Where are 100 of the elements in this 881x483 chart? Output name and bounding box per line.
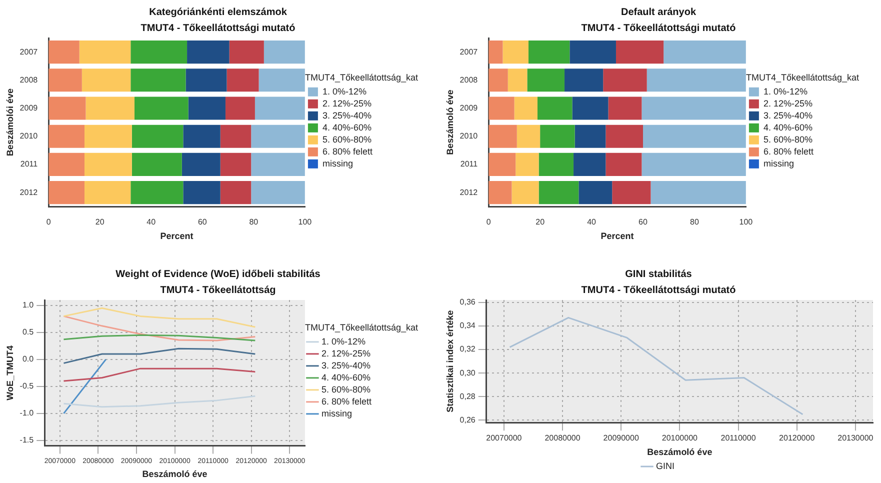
y-tick-label: -0.5 xyxy=(20,382,34,391)
legend-label: 3. 25%-40% xyxy=(763,110,812,120)
legend-label: missing xyxy=(763,158,794,168)
y-axis-title: WoE_TMUT4 xyxy=(4,345,15,400)
y-tick-label: 0,32 xyxy=(460,344,476,354)
bar xyxy=(564,68,604,92)
legend-label: missing xyxy=(321,408,352,418)
y-tick-label: 0.0 xyxy=(22,354,34,364)
bar xyxy=(130,68,186,92)
y-tick-label: -1.5 xyxy=(20,436,34,445)
bar xyxy=(251,124,305,148)
y-tick-label: 0,34 xyxy=(460,321,476,330)
legend-label: 1. 0%-12% xyxy=(763,86,808,96)
bar xyxy=(612,181,651,204)
bar xyxy=(48,124,84,148)
bar xyxy=(251,181,305,204)
bar xyxy=(512,181,539,204)
bar xyxy=(132,152,182,176)
bar xyxy=(488,96,514,120)
bar xyxy=(84,152,132,176)
legend-label: 2. 12%-25% xyxy=(763,98,812,108)
bar xyxy=(79,40,131,64)
y-axis-title: Beszámoló éve xyxy=(444,90,455,155)
y-tick-label: 2011 xyxy=(460,160,478,169)
y-tick-label: 2012 xyxy=(460,188,478,197)
bar xyxy=(229,40,264,64)
legend-label: 4. 40%-60% xyxy=(763,122,812,132)
y-tick-label: 2010 xyxy=(20,132,38,141)
x-tick-label: 20110000 xyxy=(720,434,756,443)
x-tick-label: 100 xyxy=(739,218,754,227)
legend-label: GINI xyxy=(656,460,675,471)
x-tick-label: 20070000 xyxy=(486,434,522,443)
bar xyxy=(538,152,574,176)
x-tick-label: 40 xyxy=(146,218,156,227)
y-tick-label: 0,30 xyxy=(460,368,476,378)
bar xyxy=(132,124,184,148)
x-tick-label: 100 xyxy=(298,218,312,227)
bar xyxy=(508,68,528,92)
y-tick-label: 2011 xyxy=(20,160,38,169)
legend-label: 3. 25%-40% xyxy=(321,360,370,370)
legend-label: 3. 25%-40% xyxy=(322,110,372,120)
bar xyxy=(225,96,255,120)
bar xyxy=(134,96,188,120)
legend-label: 5. 60%-80% xyxy=(321,384,370,394)
legend-label: 4. 40%-60% xyxy=(322,122,372,132)
y-tick-label: 2009 xyxy=(20,103,38,112)
bar xyxy=(514,96,538,120)
bar xyxy=(488,181,512,204)
legend-label: 2. 12%-25% xyxy=(321,348,370,358)
bar xyxy=(664,40,746,64)
bar xyxy=(182,152,220,176)
bar xyxy=(220,181,252,204)
bar xyxy=(603,68,647,92)
x-tick-label: 80 xyxy=(249,218,259,227)
bar xyxy=(646,68,746,92)
x-axis-title: Percent xyxy=(160,231,194,242)
bar xyxy=(516,124,540,148)
bar xyxy=(574,152,606,176)
bar xyxy=(48,152,84,176)
legend-title: TMUT4_Tőkeellátottság_kat xyxy=(304,322,418,333)
legend-label: 6. 80% felett xyxy=(322,146,373,156)
y-tick-label: 0.5 xyxy=(22,328,34,337)
x-tick-label: 60 xyxy=(198,218,208,227)
bar xyxy=(488,152,516,176)
legend-title: TMUT4_Tőkeellátottság_kat xyxy=(746,72,860,83)
bar xyxy=(48,68,82,92)
bar xyxy=(183,181,220,204)
bar xyxy=(516,152,539,176)
legend-label: 5. 60%-80% xyxy=(763,134,812,144)
bar xyxy=(48,96,86,120)
x-tick-label: 80 xyxy=(690,218,700,227)
bar xyxy=(82,68,131,92)
x-axis-title: Beszámoló éve xyxy=(647,447,712,458)
x-axis-title: Beszámoló éve xyxy=(142,469,208,480)
legend-label: 5. 60%-80% xyxy=(322,134,372,144)
legend-label: 2. 12%-25% xyxy=(322,98,372,108)
chart-subtitle: TMUT4 - Tőkeellátottsági mutató xyxy=(140,22,296,34)
bar xyxy=(130,40,188,64)
y-tick-label: 0,28 xyxy=(460,392,476,401)
legend-label: missing xyxy=(322,158,353,168)
x-tick-label: 20 xyxy=(536,218,546,227)
bar xyxy=(186,68,227,92)
x-tick-label: 20100000 xyxy=(662,434,698,443)
bar xyxy=(488,124,517,148)
x-tick-label: 60 xyxy=(638,218,648,227)
bar xyxy=(540,124,575,148)
bar xyxy=(606,152,642,176)
y-tick-label: 0,36 xyxy=(460,298,476,307)
bar xyxy=(616,40,664,64)
x-tick-label: 40 xyxy=(587,218,597,227)
y-tick-label: 2008 xyxy=(460,75,478,84)
bar xyxy=(188,96,226,120)
x-tick-label: 20 xyxy=(95,218,105,227)
y-tick-label: 2009 xyxy=(460,103,478,112)
bar xyxy=(537,96,572,120)
legend-label: 6. 80% felett xyxy=(321,396,372,406)
bar xyxy=(130,181,184,204)
y-tick-label: 2008 xyxy=(20,75,38,84)
chart-title: Kategóriánkénti elemszámok xyxy=(149,6,288,18)
bar xyxy=(528,40,570,64)
